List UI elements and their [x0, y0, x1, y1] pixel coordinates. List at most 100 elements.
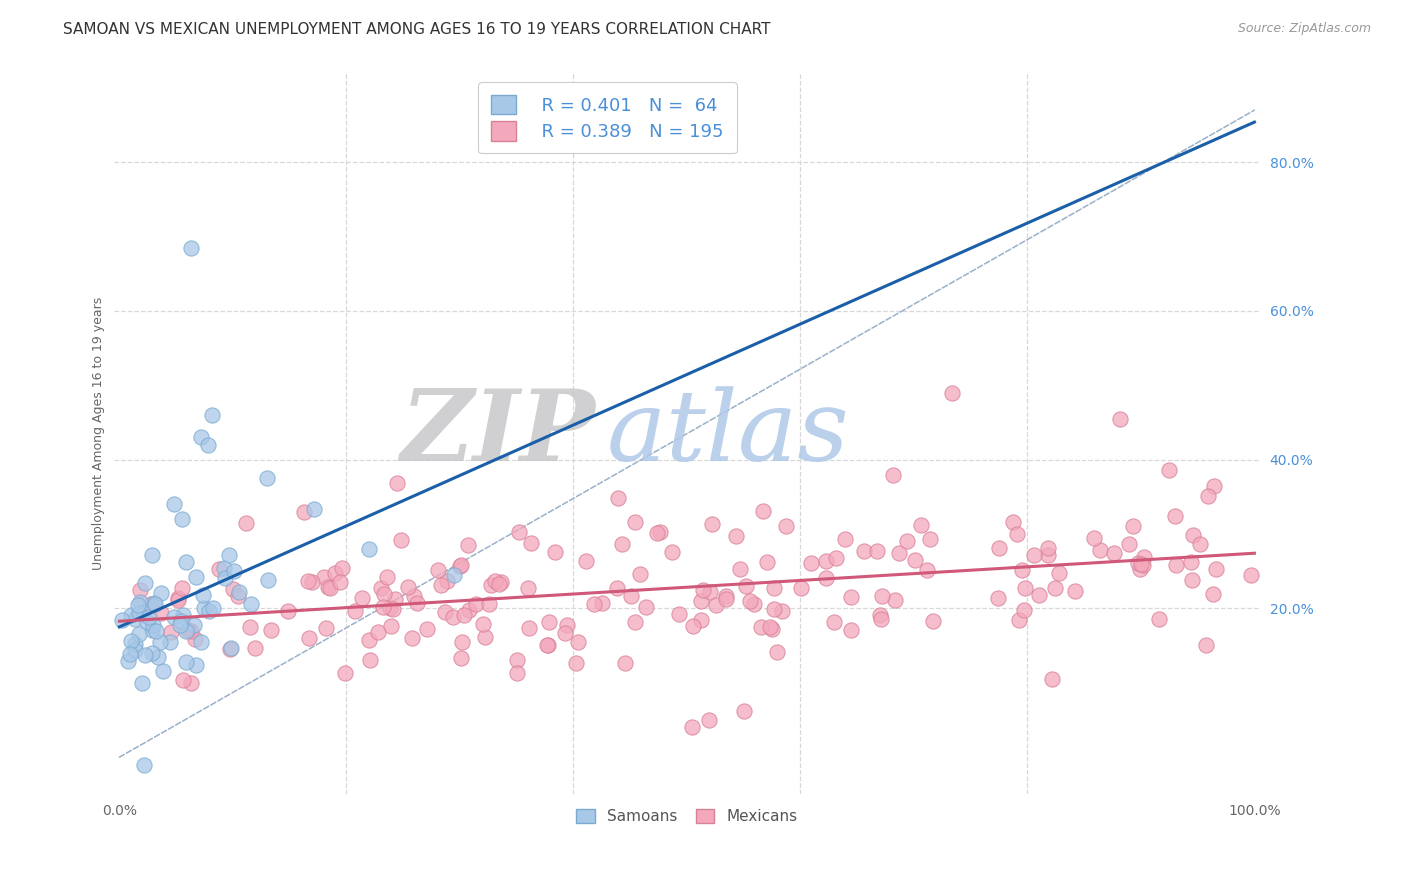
Point — [700, 517, 723, 532]
Point — [145, 624, 167, 638]
Point — [176, 655, 198, 669]
Point — [292, 505, 315, 519]
Point — [404, 589, 426, 603]
Point — [219, 640, 242, 655]
Point — [451, 635, 474, 649]
Point — [120, 608, 142, 623]
Point — [149, 586, 172, 600]
Point — [1005, 526, 1028, 541]
Point — [141, 623, 163, 637]
Point — [152, 664, 174, 678]
Point — [120, 647, 142, 661]
Point — [226, 589, 249, 603]
Point — [396, 580, 419, 594]
Point — [699, 584, 721, 599]
Point — [766, 645, 789, 659]
Point — [1180, 555, 1202, 569]
Point — [380, 619, 402, 633]
Point — [567, 635, 589, 649]
Point — [1181, 528, 1204, 542]
Point — [111, 613, 134, 627]
Point — [433, 605, 456, 619]
Point — [208, 562, 231, 576]
Point — [170, 512, 193, 526]
Point — [734, 579, 756, 593]
Point — [352, 591, 374, 605]
Point — [297, 574, 319, 588]
Point — [401, 631, 423, 645]
Point — [624, 515, 647, 529]
Point — [149, 635, 172, 649]
Point — [1090, 543, 1112, 558]
Point — [198, 604, 221, 618]
Point — [634, 599, 657, 614]
Point — [183, 618, 205, 632]
Point — [172, 582, 194, 596]
Point — [201, 600, 224, 615]
Point — [1012, 603, 1035, 617]
Point — [172, 608, 194, 623]
Point — [169, 618, 191, 632]
Point — [1181, 573, 1204, 587]
Point — [302, 501, 325, 516]
Point — [752, 504, 775, 518]
Point — [1129, 562, 1152, 576]
Point — [763, 602, 786, 616]
Point — [1122, 519, 1144, 533]
Point — [201, 408, 224, 422]
Point — [1202, 479, 1225, 493]
Point — [1038, 541, 1060, 555]
Point — [436, 574, 458, 588]
Point — [681, 721, 703, 735]
Point — [1064, 584, 1087, 599]
Point — [406, 596, 429, 610]
Point — [124, 611, 146, 625]
Point — [120, 634, 142, 648]
Point — [221, 582, 243, 597]
Point — [172, 673, 194, 687]
Point — [887, 546, 910, 560]
Point — [1240, 568, 1263, 582]
Point — [191, 588, 214, 602]
Point — [389, 533, 412, 547]
Point — [1118, 537, 1140, 551]
Point — [896, 534, 918, 549]
Point — [1028, 588, 1050, 602]
Point — [1133, 549, 1156, 564]
Point — [1205, 561, 1227, 575]
Point — [474, 630, 496, 644]
Point — [1202, 587, 1225, 601]
Point — [180, 675, 202, 690]
Point — [141, 548, 163, 562]
Point — [256, 573, 278, 587]
Legend: Samoans, Mexicans: Samoans, Mexicans — [571, 803, 803, 830]
Point — [134, 575, 156, 590]
Point — [749, 620, 772, 634]
Point — [128, 595, 150, 609]
Point — [517, 581, 540, 595]
Point — [427, 563, 450, 577]
Point — [416, 622, 439, 636]
Point — [728, 561, 751, 575]
Point — [373, 599, 395, 614]
Point — [312, 570, 335, 584]
Point — [377, 570, 399, 584]
Point — [620, 589, 643, 603]
Point — [316, 580, 339, 594]
Point — [1189, 537, 1212, 551]
Point — [987, 591, 1010, 606]
Point — [167, 593, 190, 607]
Point — [240, 597, 263, 611]
Point — [174, 555, 197, 569]
Point — [756, 555, 779, 569]
Point — [537, 615, 560, 630]
Point — [1014, 581, 1036, 595]
Point — [613, 657, 636, 671]
Point — [180, 241, 202, 255]
Point — [235, 516, 257, 530]
Point — [184, 658, 207, 673]
Point — [186, 570, 208, 584]
Point — [259, 624, 281, 638]
Point — [193, 601, 215, 615]
Point — [277, 604, 299, 618]
